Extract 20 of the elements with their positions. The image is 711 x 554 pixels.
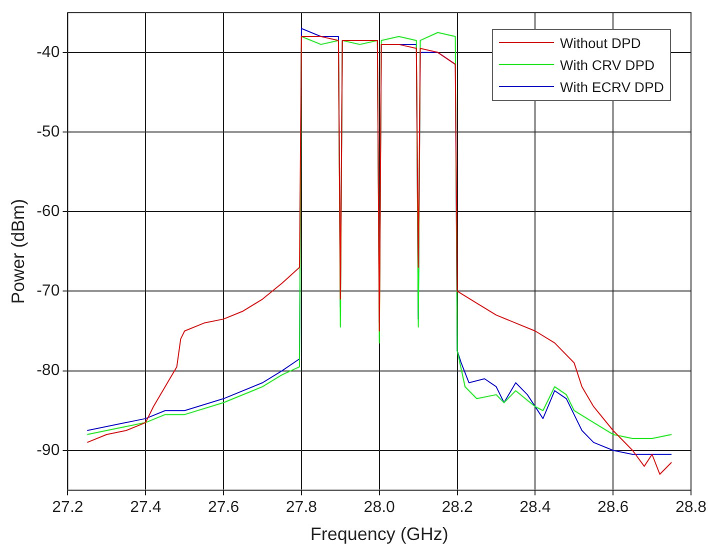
y-axis-title: Power (dBm) [8, 198, 28, 304]
y-tick-label: -90 [36, 442, 60, 459]
x-tick-label: 27.6 [208, 499, 240, 516]
x-tick-label: 27.4 [130, 499, 162, 516]
x-tick-label: 28.8 [675, 499, 707, 516]
x-tick-label: 28.4 [520, 499, 551, 516]
x-tick-label: 28.2 [442, 499, 473, 516]
legend-label: With CRV DPD [559, 56, 656, 75]
y-tick-label: -60 [36, 203, 60, 220]
x-tick-label: 28.0 [364, 499, 396, 516]
y-tick-label: -50 [36, 123, 60, 140]
legend-label: Without DPD [559, 34, 642, 53]
x-tick-label: 27.8 [286, 499, 318, 516]
x-tick-label: 28.6 [598, 499, 629, 516]
y-tick-label: -70 [36, 282, 60, 300]
x-tick-label: 27.2 [52, 499, 84, 516]
y-tick-label: -40 [36, 44, 60, 61]
legend-label: With ECRV DPD [559, 78, 664, 97]
x-axis-title: Frequency (GHz) [310, 524, 448, 544]
y-tick-label: -80 [36, 362, 60, 380]
